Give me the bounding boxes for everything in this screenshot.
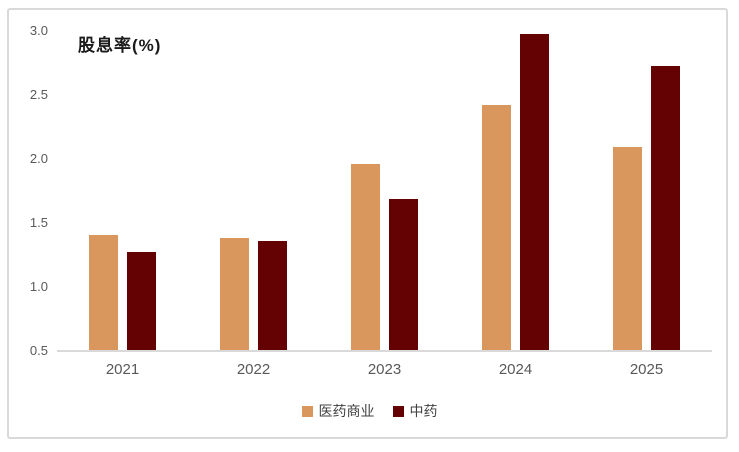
y-tick-label: 2.5: [29, 87, 48, 102]
chart-title: 股息率(%): [78, 36, 162, 55]
legend-swatch-icon: [301, 405, 313, 417]
legend-item-series-1: 中药: [392, 401, 438, 421]
bar-医药商业-2021: [89, 234, 118, 351]
bar-医药商业-2022: [220, 238, 249, 351]
x-tick-label: 2025: [629, 361, 664, 378]
bar-医药商业-2023: [351, 164, 380, 351]
y-tick-label: 0.5: [29, 343, 48, 358]
x-tick-label: 2021: [105, 361, 140, 378]
x-axis-line: [57, 350, 712, 352]
legend: 医药商业 中药: [0, 401, 739, 421]
bar-中药-2021: [127, 252, 156, 351]
y-tick-label: 1.5: [29, 215, 48, 230]
legend-label: 医药商业: [318, 403, 375, 419]
x-tick-label: 2024: [498, 361, 533, 378]
bar-中药-2025: [651, 65, 680, 351]
y-tick-label: 1.0: [29, 279, 48, 294]
y-tick-label: 3.0: [29, 23, 48, 38]
x-tick-label: 2023: [367, 361, 402, 378]
y-tick-label: 2.0: [29, 151, 48, 166]
x-tick-label: 2022: [236, 361, 271, 378]
bar-医药商业-2024: [482, 105, 511, 351]
bar-中药-2023: [389, 198, 418, 351]
bar-中药-2022: [258, 240, 287, 351]
legend-item-series-0: 医药商业: [301, 401, 375, 421]
legend-swatch-icon: [392, 405, 404, 417]
legend-label: 中药: [409, 403, 438, 419]
bar-中药-2024: [520, 33, 549, 351]
bar-医药商业-2025: [613, 147, 642, 351]
